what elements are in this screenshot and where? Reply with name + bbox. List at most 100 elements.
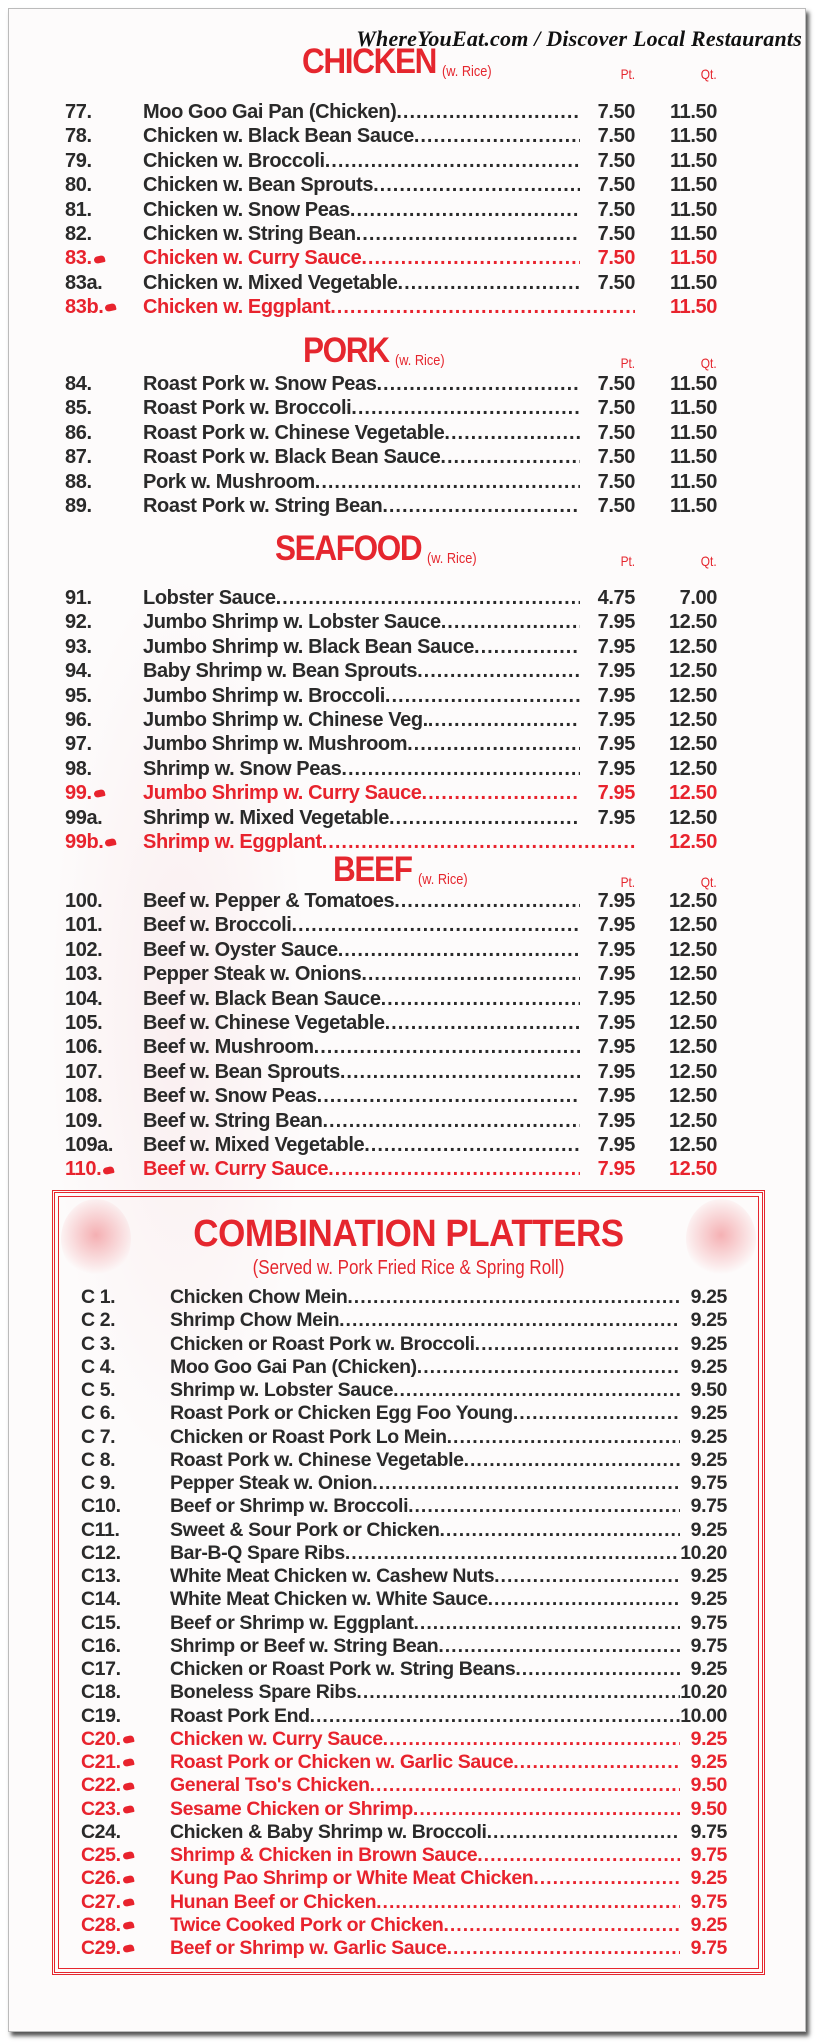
combo-list: C 1. Chicken Chow Mein 9.25 C 2. Shrimp Chow… (0, 1285, 815, 1959)
item-number: C 4. (81, 1355, 116, 1379)
item-name-leader: Twice Cooked Pork or Chicken (170, 1914, 680, 1937)
hot-pepper-icon (121, 1897, 135, 1907)
menu-item: 84. Roast Pork w. Snow Peas 7.50 11.50 (0, 371, 815, 395)
item-number-text: 83. (65, 247, 92, 270)
dot-leader (513, 1751, 680, 1774)
pint-price: 7.50 (597, 494, 636, 517)
dot-leader (341, 758, 580, 781)
item-number: 109a. (65, 1134, 113, 1157)
quart-price: 12.50 (668, 611, 717, 634)
quart-price: 11.50 (670, 222, 717, 245)
combo-item: C13. White Meat Chicken w. Cashew Nuts 9.2… (0, 1564, 815, 1587)
menu-item: 97. Jumbo Shrimp w. Mushroom 7.95 12.50 (0, 731, 815, 755)
item-name: Chicken w. Broccoli (143, 149, 325, 172)
item-name: Pepper Steak w. Onions (143, 963, 362, 986)
item-name: Chicken or Roast Pork w. Broccoli (170, 1332, 475, 1355)
item-name: Jumbo Shrimp w. Curry Sauce (143, 782, 422, 805)
item-number-text: 98. (65, 757, 92, 780)
item-number: 87. (65, 446, 92, 469)
combo-item: C25. Shrimp & Chicken in Brown Sauce 9.75 (0, 1843, 815, 1866)
item-price: 10.20 (680, 1681, 727, 1704)
item-number-text: 89. (65, 494, 92, 517)
item-name: Roast Pork w. Chinese Vegetable (170, 1448, 464, 1471)
site-watermark: WhereYouEat.com / Discover Local Restaur… (356, 26, 802, 51)
item-number-text: 103. (65, 963, 103, 986)
item-name-leader: Chicken or Roast Pork w. Broccoli (170, 1333, 680, 1356)
combo-item: C 9. Pepper Steak w. Onion 9.75 (0, 1471, 815, 1494)
item-name-leader: Beef w. Curry Sauce (143, 1158, 580, 1181)
item-name: Hunan Beef or Chicken (170, 1890, 377, 1913)
item-number-text: C27. (81, 1890, 121, 1913)
dot-leader (413, 1612, 680, 1635)
item-number-text: 110. (65, 1158, 102, 1181)
item-name: Shrimp w. Snow Peas (143, 757, 342, 780)
item-number: C 5. (81, 1379, 116, 1402)
combo-item: C11. Sweet & Sour Pork or Chicken 9.25 (0, 1518, 815, 1541)
item-name-leader: Chicken w. Curry Sauce (170, 1728, 680, 1751)
item-price: 9.25 (690, 1588, 728, 1611)
combo-item: C21. Roast Pork or Chicken w. Garlic Sauc… (0, 1750, 815, 1773)
item-name: Moo Goo Gai Pan (Chicken) (143, 101, 397, 123)
section-header: PORK (w. Rice) Pt. Qt. (0, 331, 815, 373)
combo-item: C16. Shrimp or Beef w. String Bean 9.75 (0, 1634, 815, 1657)
item-name-leader: Chicken w. Eggplant (143, 296, 635, 319)
item-name: Chicken w. Mixed Vegetable (143, 271, 398, 294)
item-number: 79. (65, 150, 92, 173)
pint-price: 4.75 (597, 587, 636, 609)
combo-item: C12. Bar-B-Q Spare Ribs 10.20 (0, 1541, 815, 1564)
item-price: 9.25 (690, 1658, 728, 1680)
pint-price: 7.95 (597, 611, 636, 634)
combo-item: C26. Kung Pao Shrimp or White Meat Chicke… (0, 1866, 815, 1889)
dot-leader (347, 1286, 680, 1309)
item-number-text: C 5. (81, 1379, 116, 1401)
item-name: Beef w. Mixed Vegetable (143, 1133, 365, 1156)
section-header: SEAFOOD (w. Rice) Pt. Qt. (0, 529, 815, 571)
combo-item: C18. Boneless Spare Ribs 10.20 (0, 1680, 815, 1703)
dot-leader (475, 1333, 680, 1356)
menu-item: 108. Beef w. Snow Peas 7.95 12.50 (0, 1083, 815, 1107)
hot-pepper-icon (102, 1165, 115, 1175)
item-number-text: 96. (65, 708, 92, 731)
item-name-leader: Chicken or Roast Pork Lo Mein (170, 1426, 680, 1449)
combo-item: C19. Roast Pork End 10.00 (0, 1704, 815, 1727)
item-name: Boneless Spare Ribs (170, 1681, 357, 1704)
section-items: 77.Moo Goo Gai Pan (Chicken)7.5011.5078.… (0, 99, 815, 319)
item-name: Beef w. Snow Peas (143, 1085, 317, 1108)
item-name-leader: Chicken Chow Mein (170, 1286, 680, 1309)
item-name-leader: Chicken w. Curry Sauce (143, 247, 580, 270)
pint-price: 7.50 (597, 149, 636, 172)
item-name: Chicken & Baby Shrimp w. Broccoli (170, 1820, 487, 1843)
item-name-leader: Moo Goo Gai Pan (Chicken) (143, 101, 580, 124)
item-name: Beef w. Curry Sauce (143, 1158, 329, 1181)
combo-item: C22. General Tso's Chicken 9.50 (0, 1773, 815, 1796)
item-price: 9.50 (690, 1379, 728, 1401)
item-name-leader: Boneless Spare Ribs (170, 1681, 680, 1704)
item-number-text: C 4. (81, 1355, 116, 1378)
item-price: 9.75 (690, 1844, 728, 1866)
quart-price: 11.50 (670, 470, 717, 493)
combo-item: C 4. Moo Goo Gai Pan (Chicken) 9.25 (0, 1355, 815, 1378)
item-name: Pepper Steak w. Onion (170, 1472, 373, 1494)
item-name: Beef or Shrimp w. Eggplant (170, 1611, 414, 1634)
item-price: 9.75 (690, 1611, 728, 1634)
item-name: Beef w. Pepper & Tomatoes (143, 890, 395, 912)
section-header: CHICKEN (w. Rice) Pt. Qt. (0, 42, 815, 84)
quart-price: 11.50 (670, 421, 717, 444)
item-number-text: C17. (81, 1658, 121, 1680)
dot-leader (488, 1588, 680, 1611)
pint-price: 7.50 (597, 125, 636, 148)
dot-leader (494, 1565, 680, 1588)
item-number: 100. (65, 890, 103, 913)
item-name-leader: Sesame Chicken or Shrimp (170, 1798, 680, 1821)
quart-price: 12.50 (668, 987, 717, 1010)
floral-ornament-icon (61, 1199, 131, 1279)
item-name: Shrimp Chow Mein (170, 1309, 340, 1332)
item-name: Beef w. Broccoli (143, 914, 292, 937)
item-number-text: 108. (65, 1085, 103, 1108)
dot-leader (345, 1542, 680, 1565)
item-number: 83a. (65, 272, 103, 295)
item-number: 105. (65, 1012, 103, 1035)
dot-leader (376, 373, 580, 396)
combo-item: C24. Chicken & Baby Shrimp w. Broccoli 9.7… (0, 1820, 815, 1843)
item-name: Lobster Sauce (143, 587, 276, 609)
